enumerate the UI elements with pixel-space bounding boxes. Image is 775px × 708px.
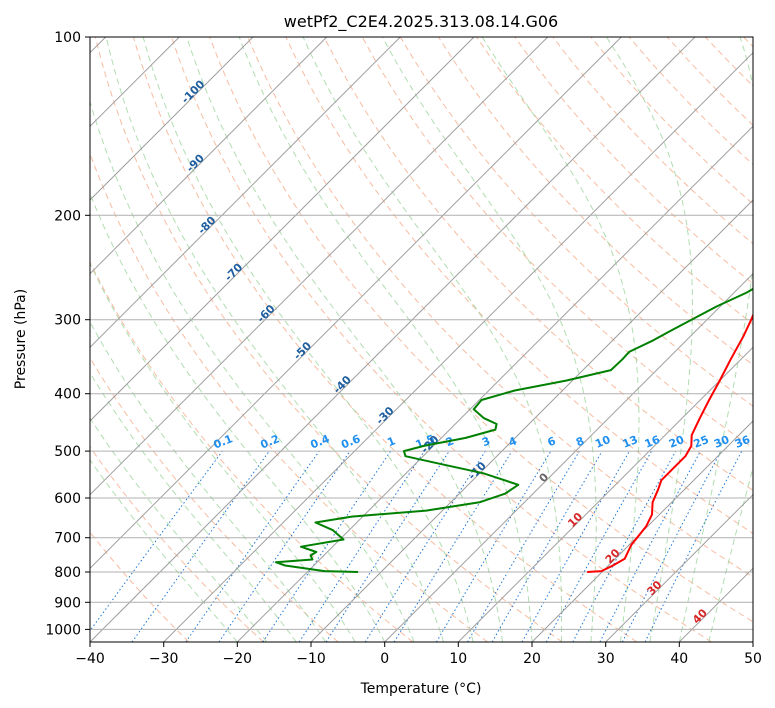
x-tick-label: −40	[75, 651, 105, 667]
mixing-ratio-line	[325, 450, 450, 642]
x-tick-label: 0	[380, 651, 389, 667]
y-tick-label: 300	[54, 313, 81, 329]
isotherm	[90, 37, 549, 496]
y-tick-label: 400	[54, 387, 81, 403]
plot-frame	[89, 36, 754, 643]
y-tick-label: 500	[54, 444, 81, 460]
temperature-line	[587, 312, 753, 573]
isotherm	[90, 37, 401, 349]
isotherm	[384, 272, 753, 642]
isotherm	[457, 346, 753, 642]
mixing-ratio-label: 13	[621, 433, 640, 451]
y-tick-label: 900	[54, 595, 81, 611]
mixing-ratio-label: 3	[480, 434, 492, 449]
mixing-ratio-line	[90, 450, 223, 632]
mixing-ratio-label: 20	[667, 433, 686, 451]
mixing-ratio-line	[262, 450, 392, 642]
mixing-ratio-line	[545, 450, 653, 642]
dry-adiabat	[323, 37, 753, 491]
dry-adiabat	[94, 37, 563, 642]
mixing-ratio-label: 1	[385, 434, 397, 449]
moist-adiabat	[90, 321, 327, 642]
dewpoint-line	[274, 287, 753, 573]
mixing-ratio-label: 30	[712, 433, 731, 451]
moist-adiabat	[678, 37, 753, 642]
moist-adiabat	[606, 37, 693, 642]
x-tick-label: −20	[223, 651, 253, 667]
mixing-ratio-label: 10	[593, 433, 612, 451]
moist-adiabat	[90, 417, 268, 642]
mixing-ratio-line	[298, 450, 425, 642]
dry-adiabat	[209, 37, 753, 623]
x-tick-label: −30	[149, 651, 179, 667]
dry-adiabat	[132, 37, 638, 642]
mixing-ratio-line	[393, 450, 513, 642]
moist-adiabat	[90, 262, 356, 642]
mixing-ratio-line	[218, 450, 351, 642]
background-lines	[90, 37, 753, 642]
y-tick-label: 200	[54, 208, 81, 224]
isotherm	[90, 37, 696, 642]
x-tick-label: −10	[296, 651, 326, 667]
isotherm	[90, 37, 254, 201]
mixing-ratio-line	[521, 450, 630, 642]
isotherm	[90, 37, 328, 275]
x-axis-title: Temperature (°C)	[360, 681, 482, 697]
dry-adiabat	[171, 37, 712, 642]
profile-series	[274, 287, 753, 573]
isotherm	[531, 420, 753, 642]
mixing-ratio-line	[185, 450, 320, 642]
dry-adiabat	[247, 37, 753, 578]
y-tick-label: 800	[54, 565, 81, 581]
moist-adiabat	[302, 37, 563, 642]
y-tick-label: 100	[54, 30, 81, 46]
moist-adiabat	[186, 37, 503, 642]
y-tick-label: 1000	[45, 622, 81, 638]
chart-title: wetPf2_C2E4.2025.313.08.14.G06	[284, 12, 558, 32]
moist-adiabat	[238, 37, 533, 642]
x-axis: −40 −30 −20 −10 0 10 20 30 40 50	[75, 642, 762, 667]
dry-adiabat	[476, 37, 753, 325]
moist-adiabat	[481, 37, 640, 642]
dry-adiabat	[514, 37, 753, 285]
mixing-ratio-label: 25	[692, 433, 711, 451]
isotherm	[90, 37, 622, 570]
moist-adiabat	[90, 99, 415, 642]
mixing-ratio-label: 8	[574, 434, 586, 449]
isotherm	[163, 51, 753, 642]
dry-adiabat	[90, 446, 264, 642]
mixing-ratio-label: 16	[643, 433, 662, 451]
x-tick-label: 20	[523, 651, 541, 667]
mixing-ratio-label: 36	[733, 433, 752, 451]
y-tick-label: 600	[54, 491, 81, 507]
y-tick-label: 700	[54, 531, 81, 547]
mixing-ratio-line	[644, 450, 743, 642]
x-tick-label: 50	[744, 651, 762, 667]
moist-adiabat	[381, 37, 597, 642]
mixing-ratio-line	[131, 450, 270, 642]
moist-adiabat	[105, 37, 445, 642]
isotherm	[90, 37, 475, 422]
y-axis-title: Pressure (hPa)	[13, 289, 29, 389]
x-tick-label: 40	[670, 651, 688, 667]
x-tick-label: 10	[449, 651, 467, 667]
isotherm	[310, 199, 753, 642]
x-tick-label: 30	[597, 651, 615, 667]
dry-adiabat	[90, 260, 414, 642]
isotherm	[605, 493, 753, 642]
dry-adiabat	[285, 37, 753, 535]
moist-adiabat	[708, 465, 753, 642]
moist-adiabat	[90, 192, 386, 642]
dry-adiabat	[90, 356, 339, 642]
moist-adiabat	[142, 37, 474, 642]
pressure-grid	[90, 37, 753, 630]
y-axis: 100 200 300 400 500 600 700 800 900 1000	[45, 30, 90, 638]
moist-adiabat	[90, 459, 238, 642]
